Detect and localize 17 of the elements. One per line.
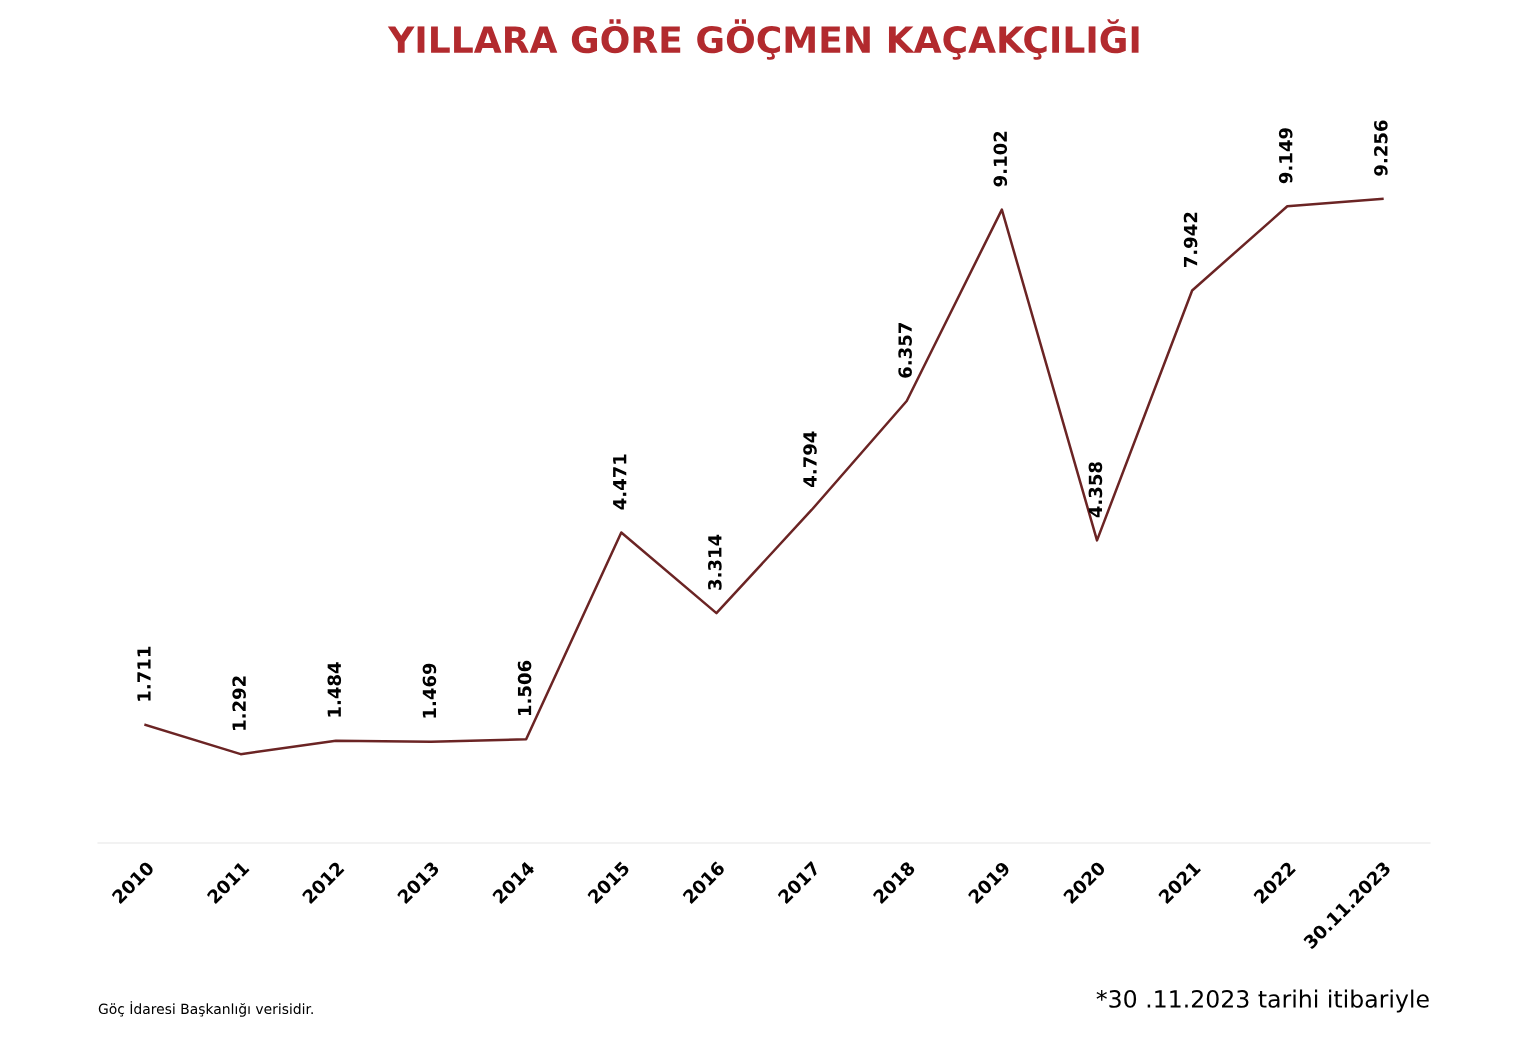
- data-label: 9.256: [1374, 120, 1388, 176]
- text: *30 .11.2023 tarihi itibariyle: [1096, 989, 1429, 1013]
- data-label: 7.942: [1183, 212, 1198, 268]
- data-label: 9.102: [993, 131, 1008, 187]
- data-label: 1.292: [232, 676, 246, 730]
- text: Göç İdaresi Başkanlığı verisidir.: [98, 1001, 313, 1017]
- data-label: 1.506: [517, 660, 532, 715]
- data-label: 1.711: [137, 646, 151, 701]
- data-label: 6.357: [898, 323, 912, 378]
- data-label: 4.358: [1088, 462, 1103, 518]
- data-label: 1.469: [422, 663, 437, 718]
- data-label: 9.149: [1278, 128, 1293, 184]
- chart-title: YILLARA GÖRE GÖÇMEN KAÇAKÇILIĞI: [387, 19, 1139, 60]
- data-label: 4.794: [803, 431, 817, 487]
- data-label: 4.471: [613, 454, 627, 510]
- data-label: 1.484: [327, 662, 342, 717]
- data-label: 3.314: [708, 534, 722, 590]
